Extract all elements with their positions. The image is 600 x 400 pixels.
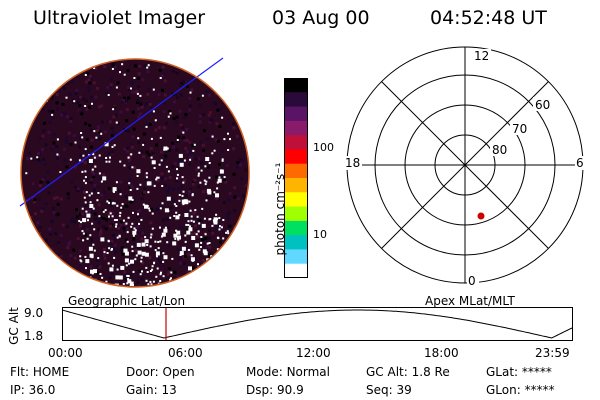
color-scale-bar [284, 78, 308, 278]
polar-label-6: 6 [576, 156, 584, 170]
colorbar-swatch [284, 235, 308, 250]
timeline-right-title: Apex MLat/MLT [425, 294, 515, 308]
status-glon: GLon: ***** [486, 383, 555, 397]
uv-disk-edge [20, 58, 250, 288]
colorbar-swatch [284, 78, 308, 93]
colorbar-swatch [284, 135, 308, 150]
colorbar-swatch [284, 106, 308, 122]
colorbar-swatch [284, 163, 308, 179]
colorbar-swatch [284, 206, 308, 222]
status-mode: Mode: Normal [246, 365, 330, 379]
status-gain: Gain: 13 [126, 383, 177, 397]
timeline-xtick-1800: 18:00 [424, 346, 459, 360]
timeline-left-title: Geographic Lat/Lon [68, 294, 186, 308]
timeline-xtick-1200: 12:00 [296, 346, 331, 360]
satellite-track-line [19, 57, 224, 207]
time-readout: 04:52:48 UT [430, 7, 547, 29]
polar-label-80: 80 [492, 143, 507, 157]
colorbar-swatch [284, 120, 308, 136]
status-door: Door: Open [126, 365, 195, 379]
colorbar-tick-100: 100 [313, 141, 334, 154]
uv-image-panel [19, 57, 250, 288]
status-flt: Flt: HOME [10, 365, 70, 379]
colorbar-swatch [284, 178, 308, 193]
colorbar-swatch [284, 249, 308, 265]
date-readout: 03 Aug 00 [272, 7, 370, 29]
timeline-xtick-0000: 00:00 [48, 346, 83, 360]
colorbar-swatch [284, 192, 308, 208]
colorbar-swatch [284, 149, 308, 165]
uv-intensity-pixels [22, 60, 248, 286]
colorbar-swatch [284, 263, 308, 278]
status-glat: GLat: ***** [486, 365, 552, 379]
polar-label-70: 70 [512, 122, 527, 136]
status-gc-alt: GC Alt: 1.8 Re [366, 365, 450, 379]
polar-label-18: 18 [345, 156, 360, 170]
altitude-curve [62, 309, 573, 339]
timeline-ytick-min: 1.8 [24, 329, 44, 343]
colorbar-swatch [284, 92, 308, 108]
timeline-ytick-max: 9.0 [24, 306, 44, 320]
timeline-axis-label: GC Alt [7, 307, 21, 345]
polar-label-12: 12 [474, 49, 489, 63]
polar-mlt-plot: 12 18 6 0 60 70 80 [342, 46, 588, 285]
colorbar-tick-10: 10 [313, 228, 327, 241]
satellite-position-marker [477, 212, 485, 220]
altitude-timeline-plot [62, 307, 573, 341]
status-seq: Seq: 39 [366, 383, 412, 397]
polar-diagonal-line-2 [381, 81, 549, 249]
status-ip: IP: 36.0 [10, 383, 56, 397]
timeline-xtick-0600: 06:00 [168, 346, 203, 360]
timeline-xtick-2359: 23:59 [535, 346, 570, 360]
polar-label-0: 0 [468, 274, 476, 285]
status-dsp: Dsp: 90.9 [246, 383, 304, 397]
colorbar-unit-label: photon cm⁻²s⁻¹ [273, 162, 287, 256]
app-title: Ultraviolet Imager [33, 7, 206, 29]
polar-label-60: 60 [535, 98, 550, 112]
colorbar-swatch [284, 220, 308, 236]
